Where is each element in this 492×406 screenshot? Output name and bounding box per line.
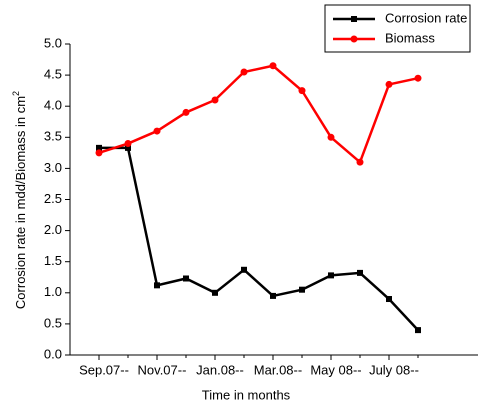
- y-tick-label: 0.0: [44, 346, 62, 361]
- legend-label: Corrosion rate: [385, 10, 467, 25]
- data-point: [211, 96, 219, 104]
- data-point: [240, 68, 248, 76]
- data-point: [356, 158, 364, 166]
- data-point: [270, 292, 276, 299]
- data-point: [183, 275, 189, 282]
- y-tick-label: 3.0: [44, 160, 62, 175]
- data-point: [182, 108, 190, 116]
- y-tick-label: 3.5: [44, 129, 62, 144]
- data-point: [96, 144, 102, 151]
- data-point: [298, 87, 306, 95]
- data-point: [95, 149, 103, 157]
- data-point: [327, 133, 335, 141]
- data-point: [385, 80, 393, 88]
- data-point: [125, 144, 131, 151]
- x-tick-label: Nov.07--: [138, 362, 187, 377]
- y-axis-label: Corrosion rate in mdd/Biomass in cm2: [11, 91, 28, 309]
- legend-box: [324, 4, 471, 53]
- data-point: [357, 269, 363, 276]
- y-tick-label: 0.5: [44, 315, 62, 330]
- y-tick-label: 4.5: [44, 67, 62, 82]
- legend-marker: [351, 16, 357, 22]
- data-point: [241, 266, 247, 273]
- x-tick-label: May 08--: [310, 362, 361, 377]
- y-axis-label-superscript: 2: [11, 91, 21, 96]
- data-point: [386, 296, 392, 303]
- x-tick-label: Mar.08--: [254, 362, 302, 377]
- data-point: [154, 282, 160, 289]
- series-line: [99, 146, 419, 331]
- x-tick-label: July 08--: [369, 362, 419, 377]
- data-point: [414, 74, 422, 82]
- data-point: [269, 62, 277, 70]
- legend-marker: [350, 35, 358, 43]
- x-tick-label: Sep.07--: [79, 362, 129, 377]
- y-tick-label: 1.5: [44, 253, 62, 268]
- y-axis-label-text: Corrosion rate in mdd/Biomass in cm: [13, 96, 28, 309]
- data-point: [415, 327, 421, 334]
- y-tick-label: 4.0: [44, 98, 62, 113]
- y-tick-label: 2.5: [44, 191, 62, 206]
- y-tick-label: 5.0: [44, 35, 62, 50]
- legend-label: Biomass: [385, 30, 435, 45]
- data-point: [153, 127, 161, 135]
- y-tick-label: 1.0: [44, 284, 62, 299]
- y-tick-label: 2.0: [44, 222, 62, 237]
- data-point: [212, 289, 218, 296]
- data-point: [328, 272, 334, 279]
- x-tick-label: Jan.08--: [196, 362, 244, 377]
- x-axis-label: Time in months: [202, 387, 291, 402]
- series-line: [98, 64, 419, 165]
- data-point: [124, 140, 132, 148]
- data-point: [299, 286, 305, 293]
